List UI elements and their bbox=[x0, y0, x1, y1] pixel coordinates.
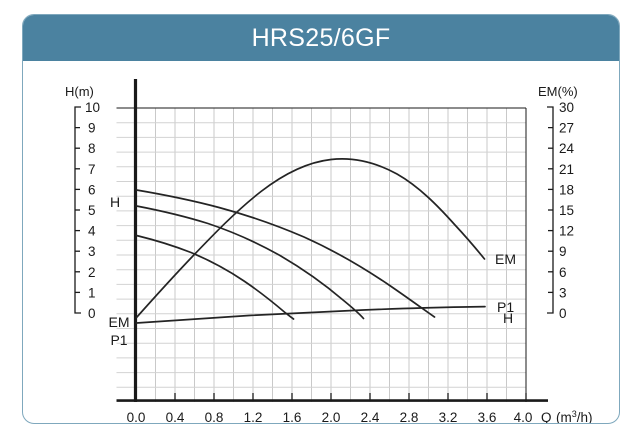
curve-label-p1-left: P1 bbox=[110, 332, 127, 348]
left-tick-0: 0 bbox=[88, 306, 96, 321]
right-tick-21: 21 bbox=[559, 162, 574, 177]
chart-title-bar: HRS25/6GF bbox=[23, 15, 619, 61]
plot-area: H(m) 10 9 8 7 6 5 4 3 2 1 0 bbox=[23, 61, 619, 423]
right-tick-12: 12 bbox=[559, 224, 574, 239]
x-tick-2: 0.8 bbox=[205, 410, 224, 423]
curve-label-h-right: H bbox=[503, 310, 513, 326]
left-tick-5: 5 bbox=[88, 203, 96, 218]
curve-label-em-right: EM bbox=[495, 251, 516, 267]
left-tick-3: 3 bbox=[88, 244, 96, 259]
curve-h-speed1 bbox=[135, 234, 295, 320]
right-scale bbox=[547, 106, 554, 314]
right-tick-15: 15 bbox=[559, 203, 574, 218]
axis-frame bbox=[116, 79, 548, 402]
x-tick-0: 0.0 bbox=[127, 410, 146, 423]
x-tick-4: 1.6 bbox=[283, 410, 302, 423]
x-tick-1: 0.4 bbox=[166, 410, 185, 423]
curve-label-p1-right: P1 bbox=[497, 299, 514, 315]
curve-label-h-left: H bbox=[110, 194, 120, 210]
chart-card: HRS25/6GF bbox=[22, 14, 620, 424]
right-tick-30: 30 bbox=[559, 100, 574, 115]
x-tick-3: 1.2 bbox=[244, 410, 263, 423]
page-title: HRS25/6GF bbox=[251, 23, 391, 52]
curve-label-em-left: EM bbox=[109, 314, 130, 330]
right-tick-18: 18 bbox=[559, 182, 574, 197]
x-tick-9: 3.6 bbox=[478, 410, 497, 423]
right-tick-0: 0 bbox=[559, 306, 567, 321]
left-tick-9: 9 bbox=[88, 121, 96, 136]
right-axis-caption: EM(%) bbox=[538, 84, 578, 99]
right-tick-3: 3 bbox=[559, 285, 567, 300]
x-tick-7: 2.8 bbox=[400, 410, 419, 423]
x-tick-5: 2.0 bbox=[322, 410, 341, 423]
left-tick-8: 8 bbox=[88, 141, 96, 156]
x-tick-labels: 0.0 0.4 0.8 1.2 1.6 2.0 2.4 2.8 3.2 3.6 … bbox=[127, 410, 533, 423]
grid-horizontal bbox=[116, 122, 526, 388]
curve-em-efficiency bbox=[135, 158, 486, 319]
x-tick-6: 2.4 bbox=[361, 410, 380, 423]
left-tick-1: 1 bbox=[88, 285, 96, 300]
left-scale bbox=[74, 106, 81, 314]
x-axis-caption: Q bbox=[541, 410, 552, 423]
left-tick-4: 4 bbox=[88, 224, 96, 239]
right-tick-24: 24 bbox=[559, 141, 575, 156]
left-axis-caption: H(m) bbox=[65, 84, 94, 99]
curve-h-speed2 bbox=[135, 205, 365, 320]
curve-h-speed3 bbox=[135, 189, 436, 318]
curve-p1-power bbox=[135, 305, 486, 324]
x-tick-10: 4.0 bbox=[514, 410, 533, 423]
right-tick-labels: 30 27 24 21 18 15 12 9 6 3 0 bbox=[559, 100, 575, 321]
x-tick-8: 3.2 bbox=[439, 410, 458, 423]
left-tick-7: 7 bbox=[88, 162, 96, 177]
right-tick-27: 27 bbox=[559, 121, 574, 136]
left-tick-6: 6 bbox=[88, 182, 96, 197]
left-tick-10: 10 bbox=[85, 100, 100, 115]
x-axis-unit: (m3/h) bbox=[556, 409, 593, 423]
left-tick-labels: 10 9 8 7 6 5 4 3 2 1 0 bbox=[85, 100, 100, 321]
right-tick-6: 6 bbox=[559, 265, 567, 280]
x-axis-ticks bbox=[135, 393, 527, 400]
left-tick-2: 2 bbox=[88, 265, 96, 280]
performance-curve-svg: H(m) 10 9 8 7 6 5 4 3 2 1 0 bbox=[65, 79, 593, 423]
right-tick-9: 9 bbox=[559, 244, 567, 259]
